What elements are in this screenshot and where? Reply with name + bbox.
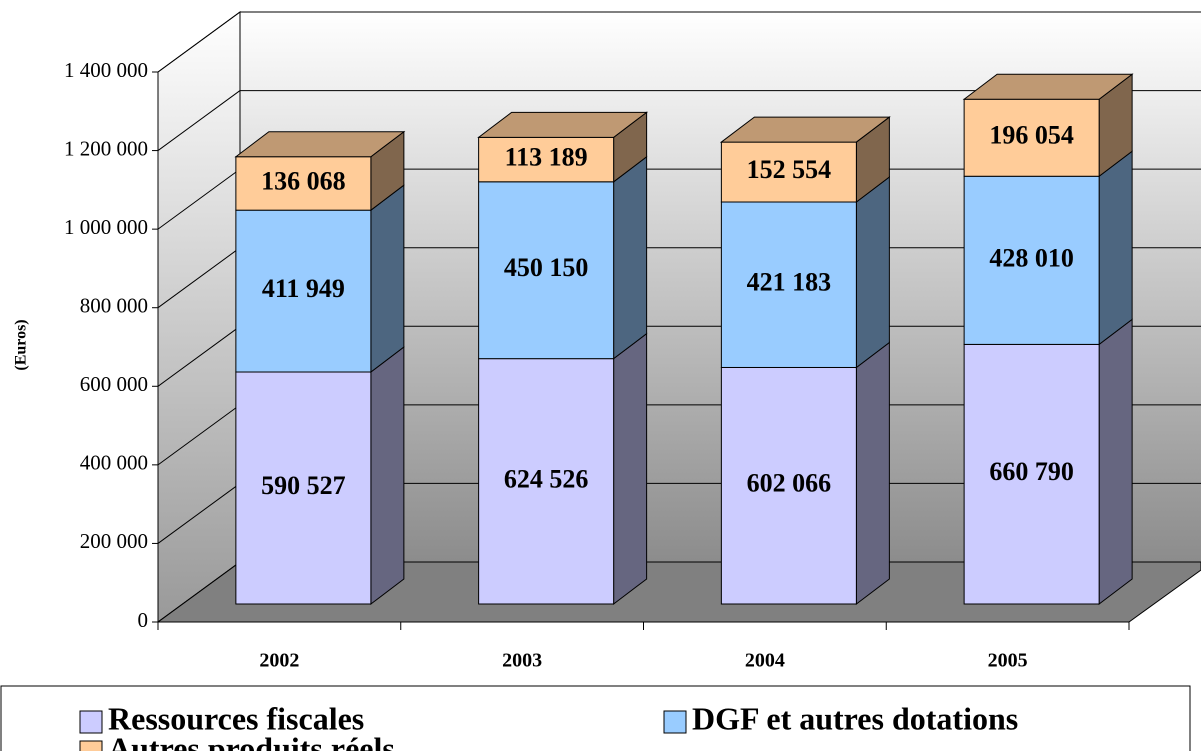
legend-swatch — [663, 710, 687, 734]
value-label: 411 949 — [262, 274, 345, 303]
x-tick-label: 2002 — [259, 650, 299, 672]
bar-side — [370, 184, 405, 374]
bar — [478, 358, 615, 605]
y-tick-label: 800 000 — [80, 294, 148, 318]
bar — [720, 141, 857, 203]
x-tick-label: 2005 — [988, 650, 1028, 672]
value-label: 196 054 — [989, 121, 1074, 150]
bar-top — [477, 111, 649, 138]
bar — [478, 181, 615, 360]
value-label: 136 068 — [261, 166, 346, 195]
bar-side — [613, 155, 648, 360]
side-wall — [157, 11, 241, 623]
grid-line — [157, 168, 241, 230]
y-tick-label: 600 000 — [80, 372, 148, 396]
value-label: 624 526 — [504, 464, 589, 493]
legend-label: Autres produits réels — [108, 730, 395, 751]
legend-label: Ressources fiscales — [108, 700, 364, 736]
y-tick-label: 1 400 000 — [64, 58, 148, 82]
value-label: 590 527 — [261, 471, 346, 500]
bar-side — [855, 341, 890, 606]
y-axis-label: (Euros) — [13, 319, 30, 370]
bar-side — [1098, 318, 1133, 606]
value-label: 450 150 — [504, 253, 589, 282]
bar-side — [855, 176, 890, 369]
grid-line — [157, 11, 241, 73]
y-tick-label: 1 000 000 — [64, 215, 148, 239]
bar-side — [1098, 150, 1133, 346]
value-label: 660 790 — [989, 457, 1074, 486]
grid-line — [157, 90, 241, 151]
legend-swatch — [79, 710, 103, 734]
legend-swatch — [79, 740, 103, 751]
grid-line — [157, 561, 241, 623]
bar-top — [719, 116, 891, 143]
bar — [235, 156, 372, 211]
y-tick-label: 1 200 000 — [64, 136, 148, 160]
value-label: 113 189 — [505, 143, 588, 172]
legend — [0, 685, 1191, 751]
bar-side — [370, 346, 405, 606]
legend-label: DGF et autres dotations — [692, 700, 1018, 736]
bar — [963, 98, 1100, 177]
x-tick-label: 2004 — [745, 650, 785, 672]
value-label: 428 010 — [989, 243, 1074, 272]
bar — [478, 136, 615, 183]
grid-line — [157, 247, 241, 309]
bar — [720, 366, 857, 605]
bar-side — [613, 332, 648, 606]
value-label: 602 066 — [747, 469, 832, 498]
grid-line — [157, 483, 241, 544]
grid-line — [157, 404, 241, 466]
bar-top — [962, 73, 1134, 100]
bar-top — [234, 131, 406, 158]
bar — [720, 201, 857, 368]
y-tick-label: 200 000 — [80, 529, 148, 553]
bar — [963, 343, 1100, 605]
x-tick-label: 2003 — [502, 650, 542, 672]
value-label: 421 183 — [747, 268, 832, 297]
bar — [963, 175, 1100, 345]
bar — [235, 209, 372, 373]
value-label: 152 554 — [747, 155, 832, 184]
y-tick-label: 0 — [138, 608, 149, 632]
grid-line — [157, 325, 241, 387]
y-tick-label: 400 000 — [80, 451, 148, 475]
